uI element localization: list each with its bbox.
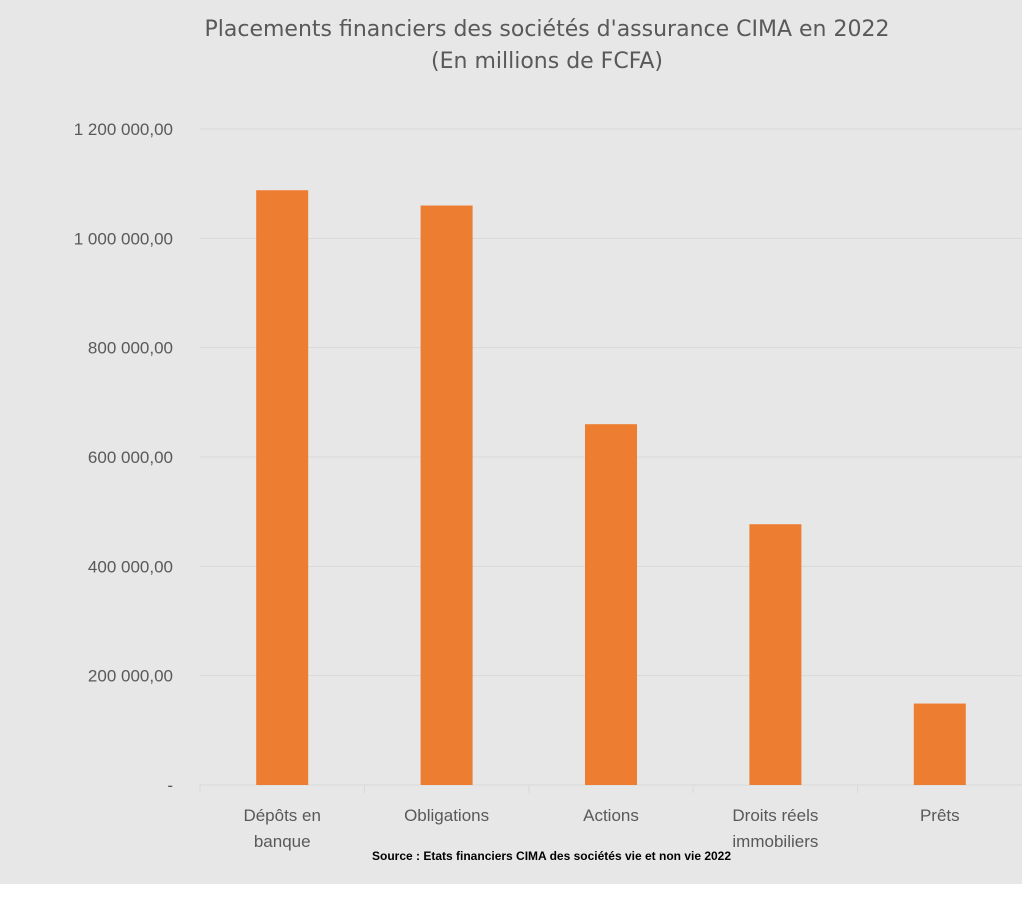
bar: [256, 190, 309, 785]
y-tick-label: 200 000,00: [88, 667, 173, 686]
y-tick-label: 400 000,00: [88, 557, 173, 576]
y-tick-label: 1 200 000,00: [74, 120, 173, 139]
x-tick-label: Droits réels immobiliers: [732, 806, 818, 851]
bar: [420, 205, 473, 786]
chart-area: Placements financiers des sociétés d'ass…: [0, 0, 1022, 884]
x-tick-label: Actions: [583, 806, 639, 825]
bar: [749, 524, 802, 785]
y-tick-label: 1 000 000,00: [74, 229, 173, 248]
chart-source-note: Source : Etats financiers CIMA des socié…: [372, 849, 732, 863]
bar: [913, 703, 966, 785]
chart-title-line: Placements financiers des sociétés d'ass…: [204, 17, 890, 42]
bar-chart: - 200 000,00 400 000,00 600 000,00 800 000,0…: [74, 120, 1022, 851]
bar: [585, 424, 637, 785]
chart-title: Placements financiers des sociétés d'ass…: [0, 14, 1022, 78]
x-tick-label: Dépôts en banque: [243, 806, 321, 851]
y-tick-label: 600 000,00: [88, 448, 173, 467]
chart-subtitle: (En millions de FCFA): [431, 49, 663, 74]
x-tick-label: Obligations: [404, 806, 489, 825]
x-tick-label: Prêts: [920, 806, 960, 825]
y-tick-label: -: [167, 776, 173, 795]
y-tick-label: 800 000,00: [88, 339, 173, 358]
